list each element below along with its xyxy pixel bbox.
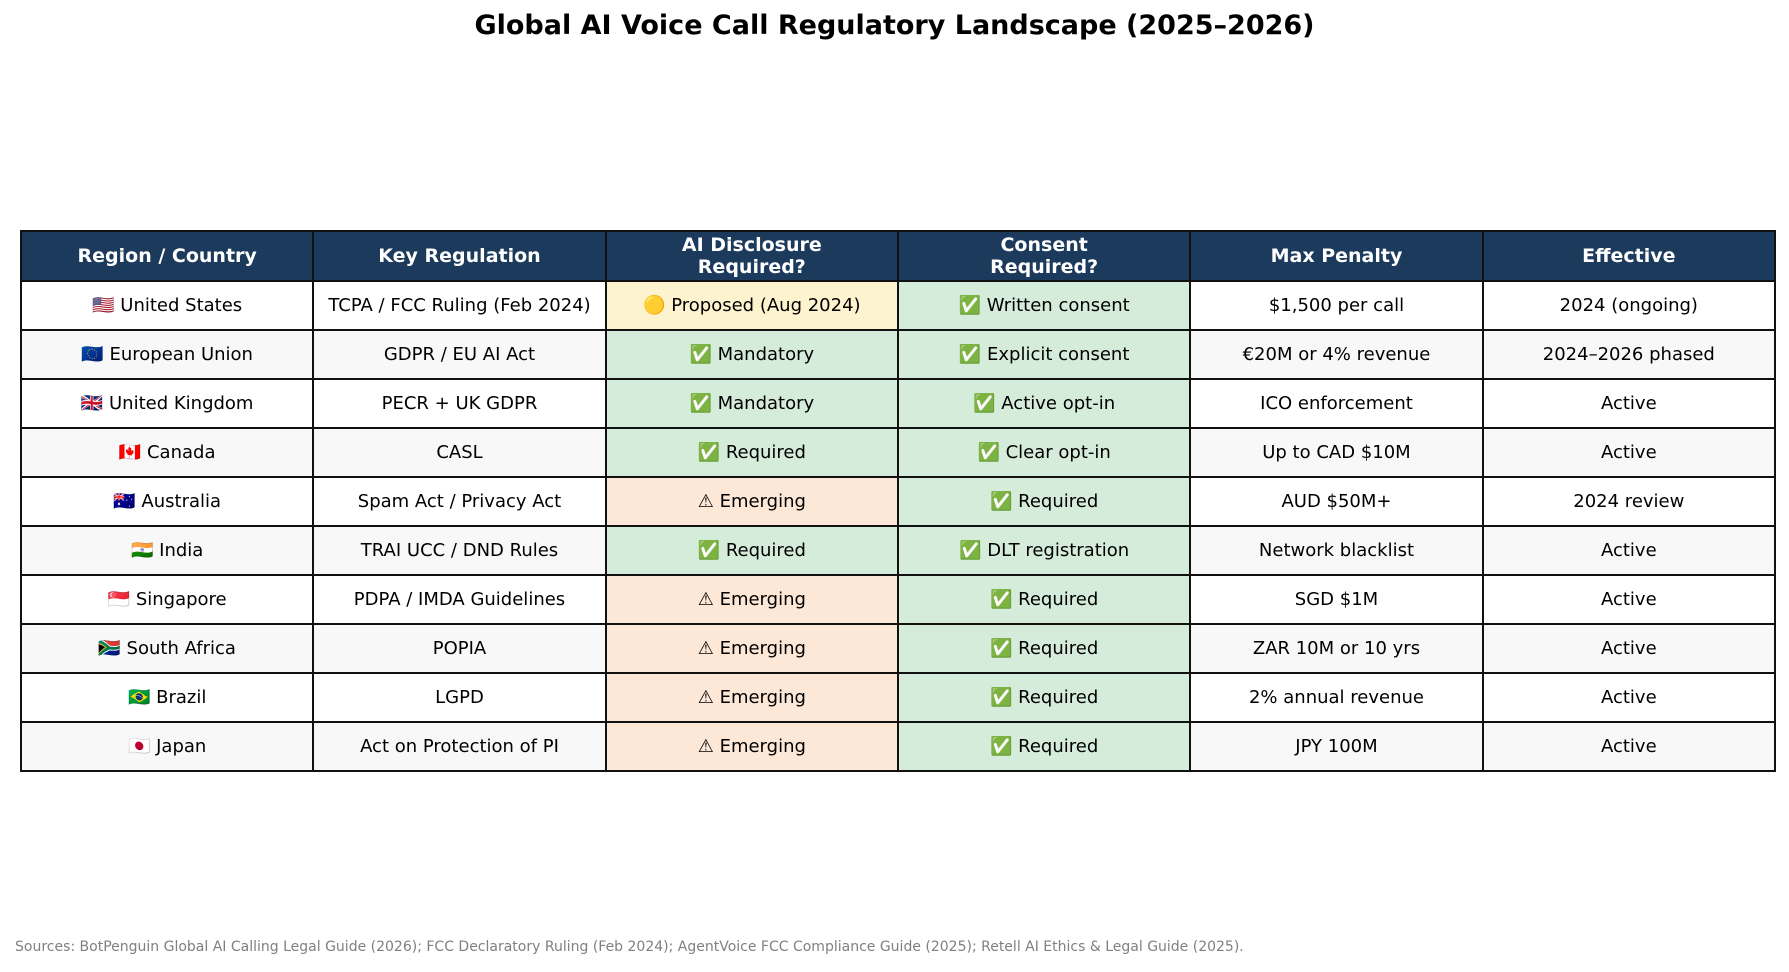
- cell-consent: ✅ Clear opt-in: [896, 427, 1192, 478]
- table-row: 🇨🇦 Canada CASL ✅ Required ✅ Clear opt-in Up …: [19, 427, 1777, 478]
- chart-title: Global AI Voice Call Regulatory Landscap…: [474, 10, 1315, 41]
- cell-penalty: Network blacklist: [1189, 525, 1484, 576]
- cell-disclosure: ⚠ Emerging: [604, 574, 899, 625]
- cell-penalty: $1,500 per call: [1189, 280, 1484, 331]
- cell-disclosure: ✅ Required: [604, 525, 899, 576]
- cell-disclosure: ⚠ Emerging: [604, 721, 899, 772]
- cell-region: 🇬🇧 United Kingdom: [19, 378, 315, 429]
- cell-disclosure: ⚠ Emerging: [604, 476, 899, 527]
- cell-regulation: LGPD: [312, 672, 607, 723]
- cell-penalty: ZAR 10M or 10 yrs: [1189, 623, 1484, 674]
- cell-regulation: Spam Act / Privacy Act: [312, 476, 607, 527]
- cell-consent: ✅ Required: [896, 672, 1192, 723]
- cell-regulation: PDPA / IMDA Guidelines: [312, 574, 607, 625]
- cell-consent: ✅ Active opt-in: [896, 378, 1192, 429]
- header-disclosure: AI Disclosure Required?: [604, 230, 899, 282]
- cell-regulation: TCPA / FCC Ruling (Feb 2024): [312, 280, 607, 331]
- cell-region: 🇸🇬 Singapore: [19, 574, 315, 625]
- table-row: 🇧🇷 Brazil LGPD ⚠ Emerging ✅ Required 2% annu…: [19, 672, 1777, 723]
- header-region: Region / Country: [19, 230, 315, 282]
- table-header-row: Region / Country Key Regulation AI Discl…: [19, 230, 1777, 282]
- table-row: 🇪🇺 European Union GDPR / EU AI Act ✅ Manda…: [19, 329, 1777, 380]
- cell-regulation: PECR + UK GDPR: [312, 378, 607, 429]
- cell-disclosure: ✅ Mandatory: [604, 329, 899, 380]
- cell-consent: ✅ Required: [896, 574, 1192, 625]
- cell-region: 🇦🇺 Australia: [19, 476, 315, 527]
- cell-region: 🇪🇺 European Union: [19, 329, 315, 380]
- table-body: 🇺🇸 United States TCPA / FCC Ruling (Feb 2…: [19, 280, 1777, 772]
- cell-effective: 2024 review: [1481, 476, 1777, 527]
- table-row: 🇯🇵 Japan Act on Protection of PI ⚠ Emergin…: [19, 721, 1777, 772]
- regulatory-table-container: Region / Country Key Regulation AI Discl…: [19, 230, 1777, 772]
- cell-regulation: POPIA: [312, 623, 607, 674]
- cell-disclosure: ✅ Required: [604, 427, 899, 478]
- cell-effective: 2024 (ongoing): [1481, 280, 1777, 331]
- table-row: 🇦🇺 Australia Spam Act / Privacy Act ⚠ Emer…: [19, 476, 1777, 527]
- cell-consent: ✅ Required: [896, 623, 1192, 674]
- cell-penalty: JPY 100M: [1189, 721, 1484, 772]
- cell-consent: ✅ DLT registration: [896, 525, 1192, 576]
- cell-penalty: ICO enforcement: [1189, 378, 1484, 429]
- cell-disclosure: ⚠ Emerging: [604, 623, 899, 674]
- cell-effective: Active: [1481, 574, 1777, 625]
- cell-penalty: Up to CAD $10M: [1189, 427, 1484, 478]
- cell-effective: Active: [1481, 378, 1777, 429]
- cell-disclosure: 🟡 Proposed (Aug 2024): [604, 280, 899, 331]
- cell-region: 🇿🇦 South Africa: [19, 623, 315, 674]
- cell-consent: ✅ Required: [896, 476, 1192, 527]
- cell-effective: Active: [1481, 721, 1777, 772]
- table-row: 🇺🇸 United States TCPA / FCC Ruling (Feb 2…: [19, 280, 1777, 331]
- header-effective: Effective: [1481, 230, 1777, 282]
- table-row: 🇮🇳 India TRAI UCC / DND Rules ✅ Required ✅ …: [19, 525, 1777, 576]
- sources-note: Sources: BotPenguin Global AI Calling Le…: [15, 939, 1244, 955]
- cell-consent: ✅ Required: [896, 721, 1192, 772]
- cell-regulation: TRAI UCC / DND Rules: [312, 525, 607, 576]
- cell-region: 🇨🇦 Canada: [19, 427, 315, 478]
- header-consent: Consent Required?: [896, 230, 1192, 282]
- cell-region: 🇯🇵 Japan: [19, 721, 315, 772]
- cell-region: 🇮🇳 India: [19, 525, 315, 576]
- cell-disclosure: ⚠ Emerging: [604, 672, 899, 723]
- cell-regulation: GDPR / EU AI Act: [312, 329, 607, 380]
- header-regulation: Key Regulation: [312, 230, 607, 282]
- cell-effective: Active: [1481, 427, 1777, 478]
- cell-penalty: AUD $50M+: [1189, 476, 1484, 527]
- cell-consent: ✅ Written consent: [896, 280, 1192, 331]
- table-row: 🇬🇧 United Kingdom PECR + UK GDPR ✅ Mandato…: [19, 378, 1777, 429]
- cell-regulation: CASL: [312, 427, 607, 478]
- cell-effective: Active: [1481, 672, 1777, 723]
- cell-penalty: 2% annual revenue: [1189, 672, 1484, 723]
- regulatory-table: Region / Country Key Regulation AI Discl…: [19, 230, 1777, 772]
- cell-region: 🇧🇷 Brazil: [19, 672, 315, 723]
- table-row: 🇿🇦 South Africa POPIA ⚠ Emerging ✅ Required…: [19, 623, 1777, 674]
- cell-penalty: SGD $1M: [1189, 574, 1484, 625]
- cell-effective: Active: [1481, 525, 1777, 576]
- cell-disclosure: ✅ Mandatory: [604, 378, 899, 429]
- cell-penalty: €20M or 4% revenue: [1189, 329, 1484, 380]
- table-row: 🇸🇬 Singapore PDPA / IMDA Guidelines ⚠ Emer…: [19, 574, 1777, 625]
- cell-regulation: Act on Protection of PI: [312, 721, 607, 772]
- cell-effective: Active: [1481, 623, 1777, 674]
- header-penalty: Max Penalty: [1189, 230, 1484, 282]
- cell-effective: 2024–2026 phased: [1481, 329, 1777, 380]
- cell-consent: ✅ Explicit consent: [896, 329, 1192, 380]
- cell-region: 🇺🇸 United States: [19, 280, 315, 331]
